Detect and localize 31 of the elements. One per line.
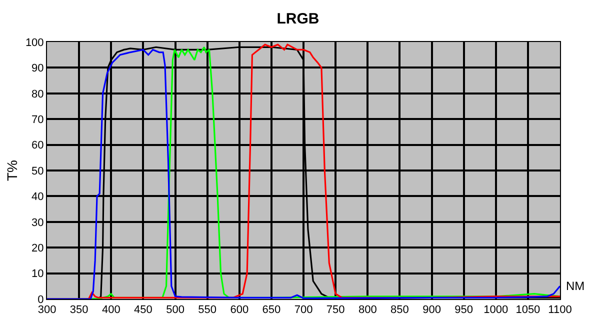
x-tick-label: 550 xyxy=(198,304,216,316)
x-tick-label: 700 xyxy=(294,304,313,316)
y-tick-label: 30 xyxy=(32,216,44,229)
y-axis-title: T% xyxy=(4,160,20,181)
chart-title: LRGB xyxy=(276,10,320,28)
x-tick-label: 500 xyxy=(166,304,184,316)
y-tick-label: 70 xyxy=(32,114,44,126)
x-tick-label: 650 xyxy=(262,304,281,316)
x-tick-label: 400 xyxy=(102,304,120,316)
x-tick-label: 1100 xyxy=(548,304,572,316)
y-tick-label: 40 xyxy=(32,191,44,204)
y-tick-label: 60 xyxy=(32,140,44,152)
y-tick-label: 100 xyxy=(25,36,44,49)
x-tick-label: 300 xyxy=(38,304,56,316)
y-tick-label: 0 xyxy=(38,294,44,306)
y-tick-label: 50 xyxy=(32,165,44,178)
y-tick-label: 80 xyxy=(32,88,44,100)
y-tick-label: 10 xyxy=(32,268,44,280)
x-tick-label: 750 xyxy=(326,304,345,316)
x-axis-title: NM xyxy=(566,279,585,293)
x-tick-label: 350 xyxy=(70,304,88,316)
x-tick-label: 900 xyxy=(422,304,441,316)
x-tick-label: 950 xyxy=(454,304,473,316)
x-tick-label: 850 xyxy=(390,304,409,316)
x-tick-label: 800 xyxy=(358,304,377,316)
y-tick-label: 20 xyxy=(32,242,44,254)
x-tick-label: 1050 xyxy=(516,304,540,316)
x-tick-label: 1000 xyxy=(484,304,508,316)
x-tick-label: 600 xyxy=(230,304,249,316)
x-tick-label: 450 xyxy=(134,304,152,316)
y-tick-label: 90 xyxy=(32,62,44,75)
